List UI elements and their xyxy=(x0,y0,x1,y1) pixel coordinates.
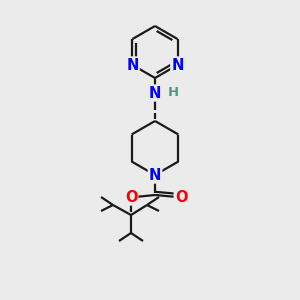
Text: N: N xyxy=(149,85,161,100)
Text: O: O xyxy=(175,190,187,205)
Text: O: O xyxy=(125,190,137,205)
Text: N: N xyxy=(126,58,139,73)
Text: N: N xyxy=(149,167,161,182)
Text: N: N xyxy=(171,58,184,73)
Text: H: H xyxy=(168,85,179,98)
